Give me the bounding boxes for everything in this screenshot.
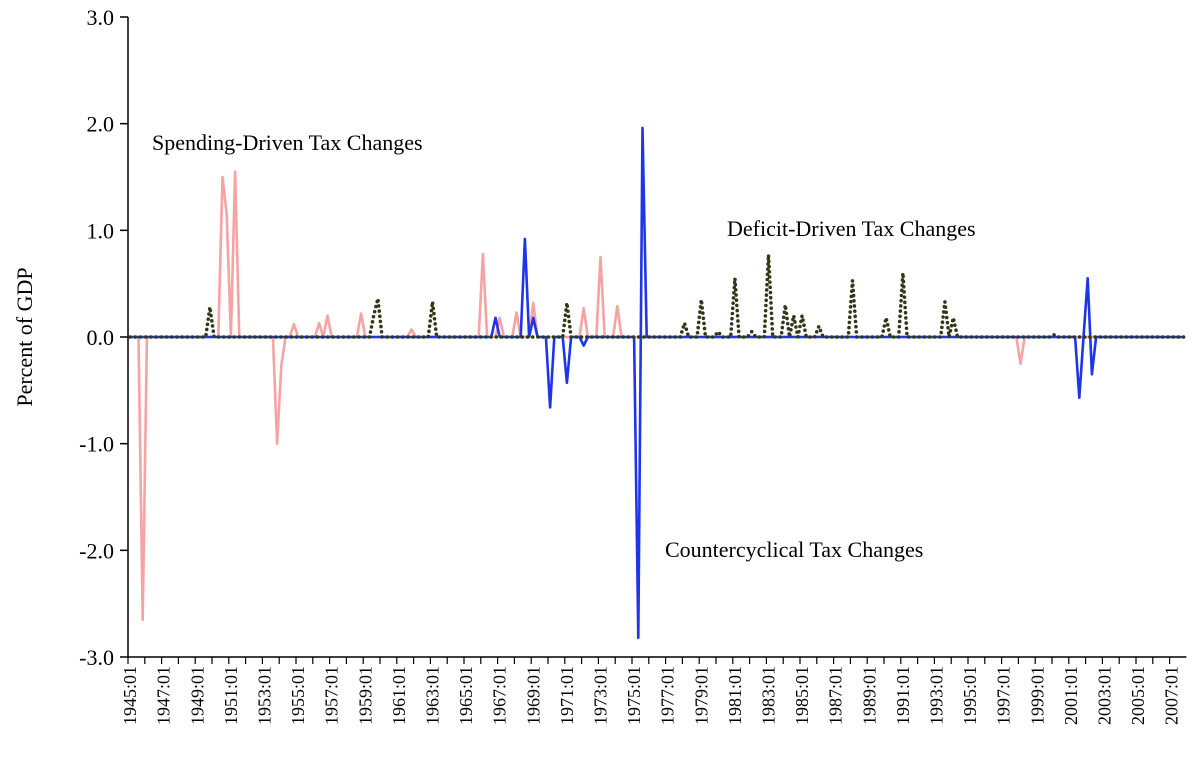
annotation: Countercyclical Tax Changes	[665, 537, 923, 562]
x-tick-label: 1965:01	[456, 666, 476, 725]
x-tick-label: 1955:01	[288, 666, 308, 725]
series-line	[130, 170, 1185, 621]
x-tick-label: 1959:01	[355, 666, 375, 725]
x-tick-label: 1993:01	[927, 666, 947, 725]
y-tick-label: 3.0	[87, 5, 115, 30]
x-tick-label: 1995:01	[960, 666, 980, 725]
y-tick-label: 2.0	[87, 112, 115, 137]
y-tick-label: -1.0	[79, 432, 114, 457]
x-tick-label: 1997:01	[994, 666, 1014, 725]
x-tick-label: 2001:01	[1061, 666, 1081, 725]
y-tick-label: 0.0	[87, 325, 115, 350]
x-tick-label: 1957:01	[322, 666, 342, 725]
y-tick-label: -3.0	[79, 645, 114, 670]
x-tick-label: 2007:01	[1162, 666, 1182, 725]
annotation: Spending-Driven Tax Changes	[152, 130, 423, 155]
x-tick-label: 1987:01	[826, 666, 846, 725]
y-tick-label: 1.0	[87, 218, 115, 243]
y-tick-label: -2.0	[79, 538, 114, 563]
x-tick-label: 1985:01	[792, 666, 812, 725]
x-tick-label: 1951:01	[221, 666, 241, 725]
x-tick-label: 1975:01	[624, 666, 644, 725]
x-tick-label: 1999:01	[1027, 666, 1047, 725]
series-line	[130, 126, 1185, 640]
x-tick-label: 1991:01	[893, 666, 913, 725]
y-axis-title: Percent of GDP	[12, 267, 37, 406]
x-tick-label: 1983:01	[759, 666, 779, 725]
x-tick-label: 2005:01	[1128, 666, 1148, 725]
x-tick-label: 2003:01	[1095, 666, 1115, 725]
x-tick-label: 1989:01	[859, 666, 879, 725]
x-tick-label: 1953:01	[255, 666, 275, 725]
x-tick-label: 1949:01	[187, 666, 207, 725]
x-tick-label: 1963:01	[423, 666, 443, 725]
x-tick-label: 1967:01	[490, 666, 510, 725]
annotation: Deficit-Driven Tax Changes	[727, 216, 976, 241]
x-tick-label: 1969:01	[523, 666, 543, 725]
series-line	[128, 253, 1187, 339]
x-tick-label: 1979:01	[691, 666, 711, 725]
x-tick-label: 1977:01	[658, 666, 678, 725]
x-tick-label: 1971:01	[557, 666, 577, 725]
x-tick-label: 1945:01	[120, 666, 140, 725]
x-tick-label: 1947:01	[154, 666, 174, 725]
x-tick-label: 1973:01	[591, 666, 611, 725]
x-tick-label: 1981:01	[725, 666, 745, 725]
x-tick-label: 1961:01	[389, 666, 409, 725]
